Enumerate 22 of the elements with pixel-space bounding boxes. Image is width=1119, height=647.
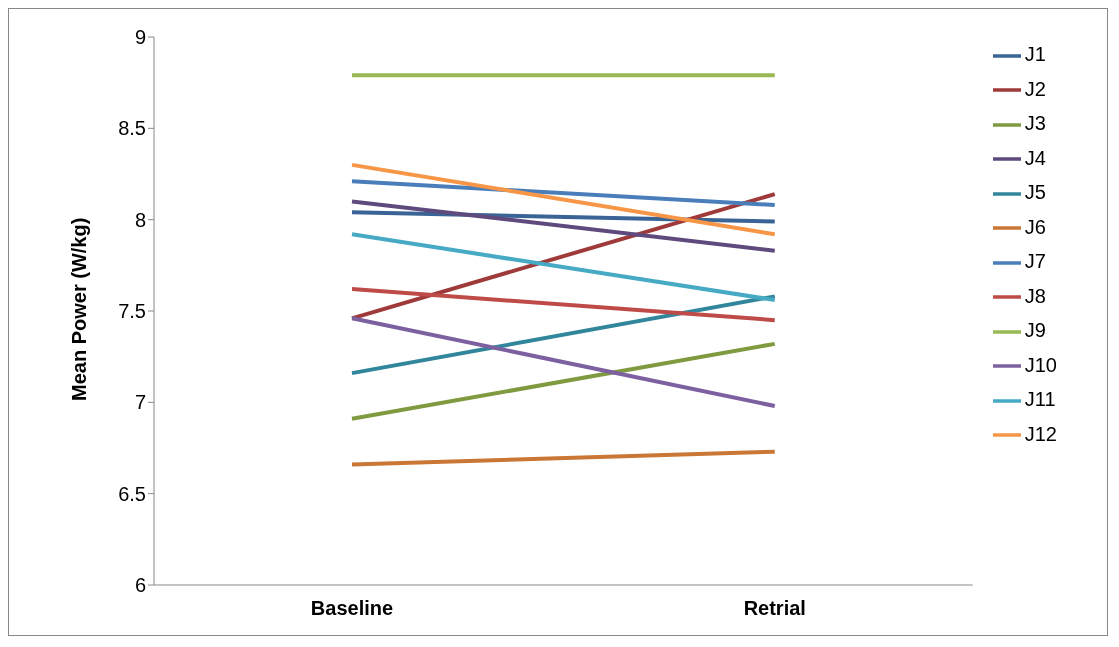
y-tick-label: 7 <box>134 391 146 414</box>
legend-label: J7 <box>1024 250 1046 272</box>
y-tick-label: 6 <box>134 574 146 597</box>
x-tick-label: Retrial <box>743 597 806 620</box>
y-tick-label: 9 <box>134 26 146 49</box>
y-tick-label: 7.5 <box>118 300 146 323</box>
legend-label: J5 <box>1024 181 1046 203</box>
y-tick-label: 8 <box>134 208 146 231</box>
legend-label: J3 <box>1024 112 1046 134</box>
legend-label: J6 <box>1024 215 1046 238</box>
y-tick-label: 8.5 <box>118 117 146 140</box>
x-tick-label: Baseline <box>310 597 394 620</box>
legend-label: J9 <box>1024 319 1046 341</box>
legend-label: J1 <box>1024 43 1046 65</box>
legend-label: J11 <box>1024 388 1056 410</box>
legend-label: J10 <box>1024 353 1057 376</box>
y-tick-label: 6.5 <box>118 482 146 505</box>
legend-label: J4 <box>1024 146 1046 169</box>
legend-label: J2 <box>1024 77 1046 100</box>
legend-label: J12 <box>1024 422 1057 445</box>
y-axis-title: Mean Power (W/kg) <box>68 217 91 401</box>
legend-label: J8 <box>1024 284 1046 307</box>
